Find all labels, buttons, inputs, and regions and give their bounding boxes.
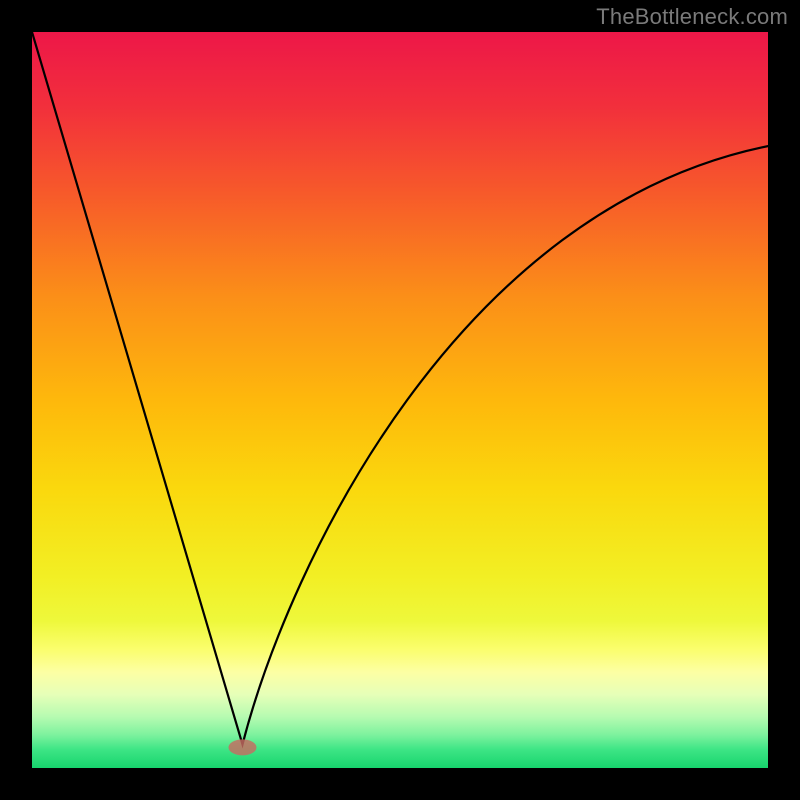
optimal-point-marker bbox=[228, 739, 256, 755]
plot-background bbox=[32, 32, 768, 768]
figure-container: TheBottleneck.com bbox=[0, 0, 800, 800]
bottleneck-curve-plot bbox=[0, 0, 800, 800]
watermark-text: TheBottleneck.com bbox=[596, 4, 788, 30]
